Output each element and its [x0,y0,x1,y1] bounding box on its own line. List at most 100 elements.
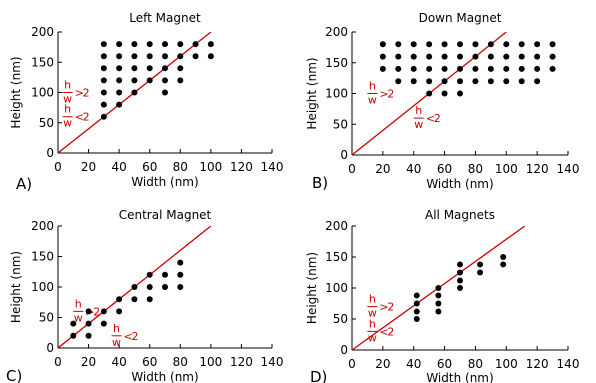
ratio-annotation: hw>2 [367,293,394,320]
data-point [518,78,525,85]
annotation-value: 2 [83,111,90,124]
data-point [85,332,92,339]
data-point [413,308,420,315]
data-point [426,65,433,72]
data-point [472,65,479,72]
chart-title: Down Magnet [419,11,502,25]
x-tick-label: 140 [261,160,284,174]
annotation-value: 2 [93,305,100,318]
x-tick-label: 0 [54,355,62,369]
x-tick-label: 140 [557,162,580,176]
data-point [162,77,168,84]
data-point [487,65,494,72]
data-point [549,41,556,48]
data-point [457,41,463,48]
annotation-numerator: h [75,297,82,310]
x-tick-label: 60 [437,162,452,176]
data-point [426,90,433,97]
data-point [116,41,123,48]
data-point [426,41,433,48]
data-point [146,271,153,278]
y-axis-label: Height (nm) [305,252,319,324]
data-point [534,41,541,48]
y-tick-label: 0 [340,148,348,162]
y-axis-label: Height (nm) [9,56,23,128]
data-point [177,65,184,72]
annotation-value: 2 [387,88,394,101]
data-point [177,259,184,266]
annotation-value: 2 [83,87,90,100]
y-tick-label: 100 [31,86,54,100]
data-point [100,89,107,96]
data-point [100,320,107,327]
data-point [131,296,138,303]
data-point [435,285,442,291]
x-tick-label: 60 [142,355,157,369]
data-point [410,65,417,72]
x-tick-label: 0 [54,160,62,174]
panel-label: C) [6,367,22,383]
x-tick-label: 100 [495,357,518,371]
data-point [146,77,153,84]
data-point [487,78,494,85]
x-tick-label: 100 [199,355,222,369]
annotation-denominator: w [368,331,377,344]
data-point [379,65,386,72]
ratio-annotation: hw>2 [367,80,394,107]
data-point [177,77,184,84]
data-point [177,53,184,60]
annotation-operator: < [426,112,435,125]
chart-title: Central Magnet [119,208,212,222]
data-point [457,261,463,268]
x-tick-label: 20 [375,162,390,176]
data-point [503,78,510,85]
x-axis-label: Width (nm) [426,177,493,191]
x-tick-label: 20 [81,160,96,174]
x-tick-label: 40 [406,162,421,176]
annotation-value: 2 [387,301,394,314]
data-point [500,261,507,268]
annotation-denominator: w [63,117,72,130]
data-point [116,77,123,84]
x-tick-label: 80 [468,162,483,176]
data-point [457,269,463,276]
data-point [379,53,386,60]
y-tick-label: 150 [325,56,348,70]
x-axis-label: Width (nm) [131,370,198,383]
annotation-operator: < [75,111,84,124]
annotation-value: 2 [132,330,139,343]
panel-c: 0 20 40 60 80 100 120 140 0 50 100 150 200 Central Ma… [6,208,283,383]
data-point [162,271,168,278]
annotation-numerator: h [369,80,376,93]
x-tick-label: 100 [495,162,518,176]
annotation-denominator: w [368,307,377,320]
panel-d: 0 20 40 60 80 100 120 140 0 50 100 150 200 All Magnet… [305,208,579,383]
y-tick-label: 200 [325,25,348,39]
y-tick-label: 0 [340,343,348,357]
data-point [146,41,153,48]
data-point [131,53,138,60]
panel-label: B) [312,174,328,192]
data-point [487,53,494,60]
annotation-numerator: h [415,104,422,117]
annotation-numerator: h [64,103,71,116]
data-point [162,41,168,48]
x-tick-label: 40 [112,160,127,174]
data-point [518,53,525,60]
annotation-denominator: w [368,94,377,107]
data-point [116,308,123,315]
y-tick-label: 50 [333,117,348,131]
data-point [413,316,420,322]
x-tick-label: 80 [468,357,483,371]
data-point [131,284,138,290]
data-point [487,41,494,48]
data-point [395,41,402,48]
data-point [503,53,510,60]
x-tick-label: 20 [375,357,390,371]
data-point [162,284,168,290]
data-point [410,41,417,48]
x-tick-label: 120 [230,160,253,174]
data-point [116,53,123,60]
data-point [70,320,77,327]
x-tick-label: 60 [142,160,157,174]
